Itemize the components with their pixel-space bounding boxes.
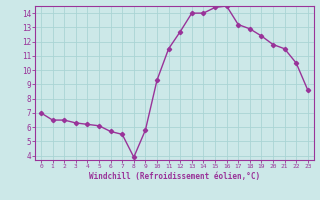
- X-axis label: Windchill (Refroidissement éolien,°C): Windchill (Refroidissement éolien,°C): [89, 172, 260, 181]
